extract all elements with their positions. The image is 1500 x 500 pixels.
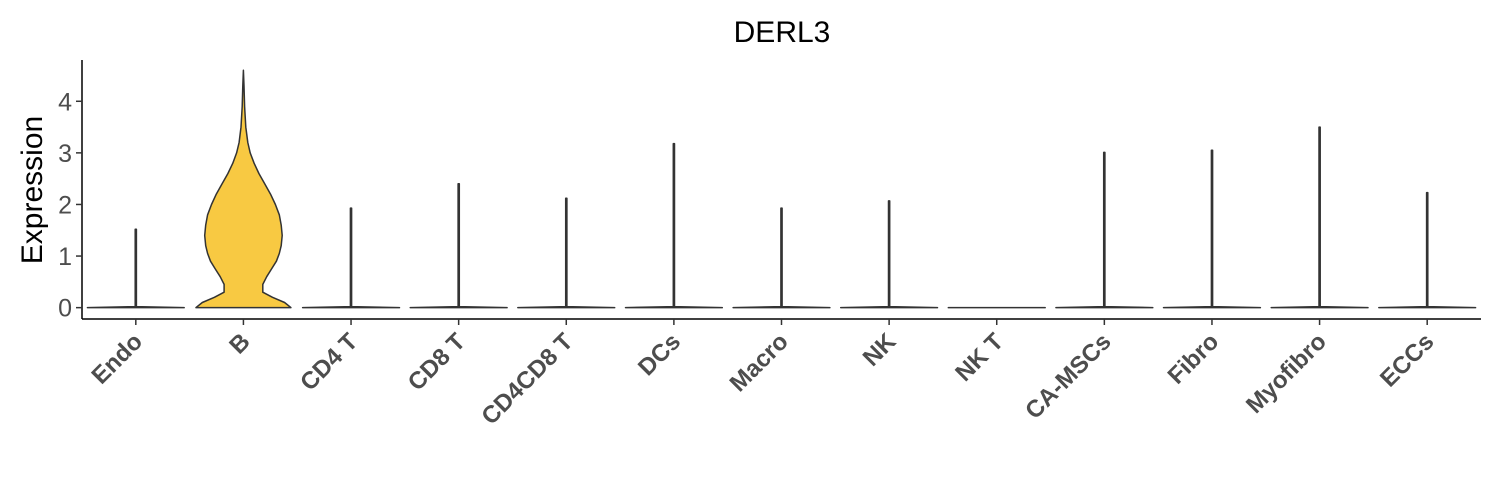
x-tick-label: DCs: [633, 328, 686, 381]
x-axis: Endo B CD4 T CD8 T CD4CD8 T DCs Macro NK NK T CA-…: [82, 318, 1481, 430]
violin-macro: [732, 207, 831, 309]
x-tick-label: ECCs: [1375, 328, 1439, 392]
violin-cd4-t: [301, 207, 401, 309]
violin-eccs: [1378, 191, 1477, 309]
x-tick-label: Myofibro: [1241, 328, 1332, 419]
violin-group: [86, 69, 1477, 309]
y-axis: 0 1 2 3 4: [58, 60, 83, 323]
x-tick-label: NK: [858, 328, 902, 372]
y-tick-label: 2: [58, 191, 72, 219]
violin-dcs: [624, 142, 724, 309]
x-tick-label: Fibro: [1163, 328, 1225, 390]
violin-b: [195, 69, 292, 309]
y-tick-label: 0: [58, 295, 72, 323]
x-tick-label: CD8 T: [403, 328, 471, 396]
x-tick-label: B: [224, 328, 255, 359]
chart-title: DERL3: [734, 16, 831, 49]
x-tick-label: CD4CD8 T: [476, 328, 578, 430]
y-axis-label: Expression: [16, 116, 49, 264]
y-tick-label: 4: [58, 88, 72, 116]
x-tick-label: Macro: [725, 328, 794, 397]
violin-ca-mscs: [1055, 151, 1154, 309]
violin-cd4cd8-t: [517, 197, 616, 309]
violin-myofibro: [1270, 126, 1369, 309]
x-tick-label: Endo: [87, 328, 149, 390]
violin-nk: [839, 200, 939, 309]
y-tick-label: 1: [58, 243, 72, 271]
x-tick-label: CD4 T: [295, 328, 363, 396]
violin-fibro: [1162, 149, 1262, 309]
violin-cd8-t: [409, 183, 508, 309]
y-tick-label: 3: [58, 140, 72, 168]
x-tick-label: CA-MSCs: [1020, 328, 1116, 424]
x-tick-label: NK T: [950, 328, 1009, 387]
violin-endo: [86, 228, 185, 309]
